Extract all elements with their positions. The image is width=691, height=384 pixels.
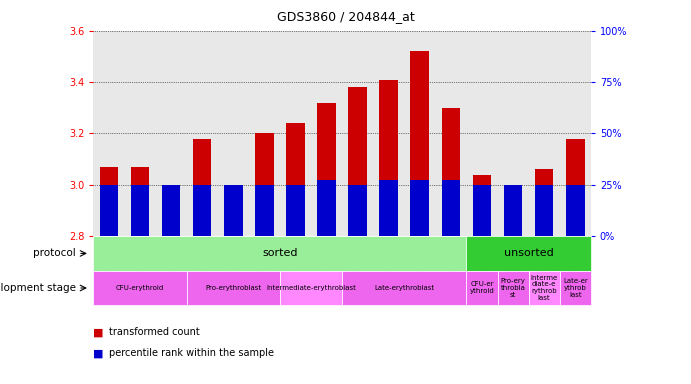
Text: ■: ■ (93, 327, 104, 337)
Text: CFU-er
ythroid: CFU-er ythroid (470, 281, 494, 295)
Text: Pro-erythroblast: Pro-erythroblast (205, 285, 261, 291)
Bar (162, 185, 180, 236)
Text: GDS3860 / 204844_at: GDS3860 / 204844_at (276, 10, 415, 23)
Bar (131, 185, 149, 236)
Bar (379, 180, 398, 236)
Text: transformed count: transformed count (109, 327, 200, 337)
Bar (162, 185, 180, 236)
Bar (255, 185, 274, 236)
Bar (224, 185, 243, 236)
Text: protocol: protocol (33, 248, 76, 258)
Bar (317, 180, 336, 236)
Bar (442, 180, 460, 236)
Bar (566, 139, 585, 236)
Bar (504, 185, 522, 236)
Bar (255, 133, 274, 236)
Text: Late-erythroblast: Late-erythroblast (374, 285, 435, 291)
Bar (473, 185, 491, 236)
Bar (410, 51, 429, 236)
Bar (348, 185, 367, 236)
Bar (286, 185, 305, 236)
Bar (317, 103, 336, 236)
Bar (473, 174, 491, 236)
Bar (410, 180, 429, 236)
Bar (348, 87, 367, 236)
Bar (100, 185, 118, 236)
Bar (535, 169, 553, 236)
Bar (442, 108, 460, 236)
Bar (193, 185, 211, 236)
Bar (379, 79, 398, 236)
Text: Late-er
ythrob
last: Late-er ythrob last (563, 278, 587, 298)
Text: Intermediate-erythroblast: Intermediate-erythroblast (266, 285, 356, 291)
Bar (100, 167, 118, 236)
Bar (286, 123, 305, 236)
Bar (535, 185, 553, 236)
Bar (131, 167, 149, 236)
Text: development stage: development stage (0, 283, 76, 293)
Bar (224, 205, 243, 236)
Bar (504, 192, 522, 236)
Bar (566, 185, 585, 236)
Text: unsorted: unsorted (504, 248, 553, 258)
Text: percentile rank within the sample: percentile rank within the sample (109, 348, 274, 358)
Text: CFU-erythroid: CFU-erythroid (116, 285, 164, 291)
Text: ■: ■ (93, 348, 104, 358)
Text: Pro-ery
throbla
st: Pro-ery throbla st (501, 278, 525, 298)
Text: sorted: sorted (262, 248, 298, 258)
Bar (193, 139, 211, 236)
Text: Interme
diate-e
rythrob
last: Interme diate-e rythrob last (531, 275, 558, 301)
